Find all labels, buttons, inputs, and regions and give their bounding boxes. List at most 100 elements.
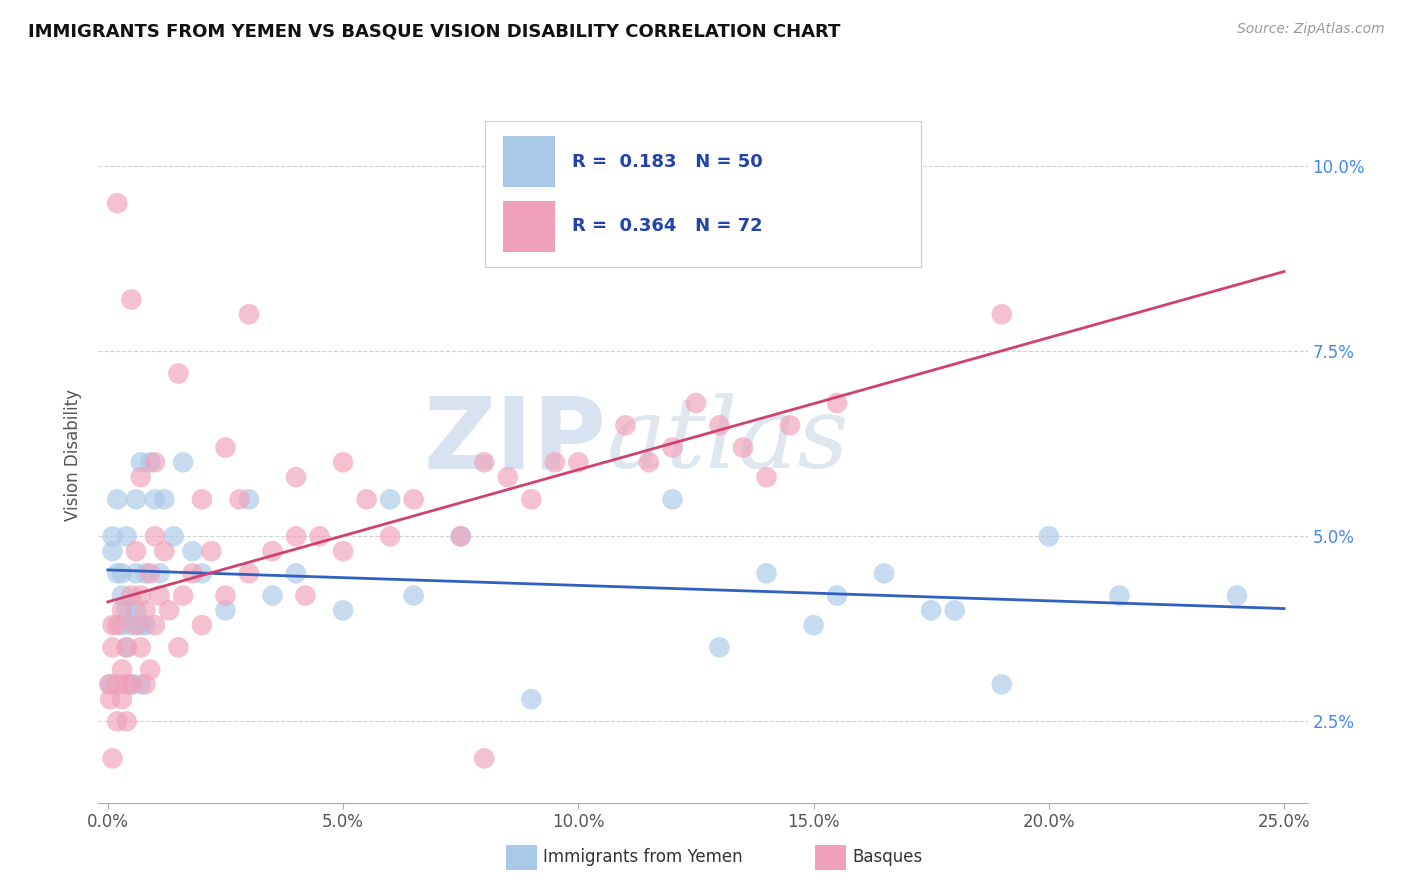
Point: [105, 618, 128, 632]
Point: [111, 663, 134, 677]
Point: [779, 418, 801, 433]
Point: [101, 618, 124, 632]
Point: [614, 418, 637, 433]
Point: [105, 566, 128, 581]
Point: [101, 544, 124, 558]
Point: [139, 455, 162, 469]
Point: [990, 677, 1012, 691]
Point: [191, 566, 214, 581]
Point: [496, 470, 519, 484]
Point: [450, 529, 472, 543]
Point: [129, 677, 152, 691]
Point: [294, 589, 316, 603]
Point: [111, 589, 134, 603]
Point: [149, 589, 172, 603]
Point: [943, 603, 966, 617]
Point: [125, 492, 148, 507]
Point: [709, 418, 731, 433]
Point: [111, 603, 134, 617]
Point: [228, 492, 250, 507]
Point: [181, 544, 204, 558]
Point: [149, 566, 172, 581]
Point: [1108, 589, 1130, 603]
Point: [238, 566, 260, 581]
Point: [143, 492, 166, 507]
Point: [685, 396, 707, 410]
Point: [115, 640, 138, 655]
Point: [98, 692, 121, 706]
Point: [825, 396, 848, 410]
Point: [120, 618, 142, 632]
Point: [1038, 529, 1060, 543]
Point: [262, 544, 284, 558]
Point: [134, 566, 156, 581]
Text: Source: ZipAtlas.com: Source: ZipAtlas.com: [1237, 22, 1385, 37]
Point: [115, 677, 138, 691]
Point: [129, 589, 152, 603]
Point: [332, 544, 354, 558]
Point: [285, 529, 308, 543]
Point: [308, 529, 330, 543]
Point: [111, 618, 134, 632]
Point: [472, 455, 495, 469]
Point: [356, 492, 378, 507]
Point: [167, 367, 190, 381]
Point: [111, 566, 134, 581]
Point: [120, 677, 142, 691]
Point: [129, 455, 152, 469]
Point: [134, 618, 156, 632]
Point: [125, 603, 148, 617]
Point: [378, 529, 401, 543]
Point: [661, 492, 683, 507]
Point: [755, 470, 778, 484]
Point: [873, 566, 896, 581]
Point: [115, 714, 138, 729]
Point: [153, 492, 176, 507]
Point: [120, 677, 142, 691]
Point: [167, 640, 190, 655]
Point: [105, 677, 128, 691]
Point: [402, 492, 425, 507]
Point: [402, 589, 425, 603]
Point: [638, 455, 661, 469]
Point: [285, 470, 308, 484]
Point: [285, 566, 308, 581]
Point: [115, 640, 138, 655]
Point: [98, 677, 121, 691]
Point: [129, 618, 152, 632]
Point: [143, 455, 166, 469]
Text: ZIP: ZIP: [423, 392, 606, 490]
Point: [200, 544, 222, 558]
Point: [101, 751, 124, 765]
Point: [115, 529, 138, 543]
Point: [1226, 589, 1249, 603]
Point: [825, 589, 848, 603]
Point: [472, 751, 495, 765]
Point: [191, 618, 214, 632]
Point: [98, 677, 121, 691]
Point: [115, 603, 138, 617]
Text: Immigrants from Yemen: Immigrants from Yemen: [543, 848, 742, 866]
Point: [731, 441, 754, 455]
Text: atlas: atlas: [606, 393, 849, 489]
Point: [125, 566, 148, 581]
Point: [238, 307, 260, 321]
Point: [105, 196, 128, 211]
Point: [101, 529, 124, 543]
Point: [139, 663, 162, 677]
Point: [378, 492, 401, 507]
Point: [172, 589, 194, 603]
Point: [332, 603, 354, 617]
Point: [755, 566, 778, 581]
Point: [134, 677, 156, 691]
Point: [520, 692, 543, 706]
Point: [172, 455, 194, 469]
Point: [143, 618, 166, 632]
Point: [105, 492, 128, 507]
Point: [101, 640, 124, 655]
Point: [567, 455, 589, 469]
Point: [143, 529, 166, 543]
Point: [153, 544, 176, 558]
Point: [111, 692, 134, 706]
Point: [803, 618, 825, 632]
